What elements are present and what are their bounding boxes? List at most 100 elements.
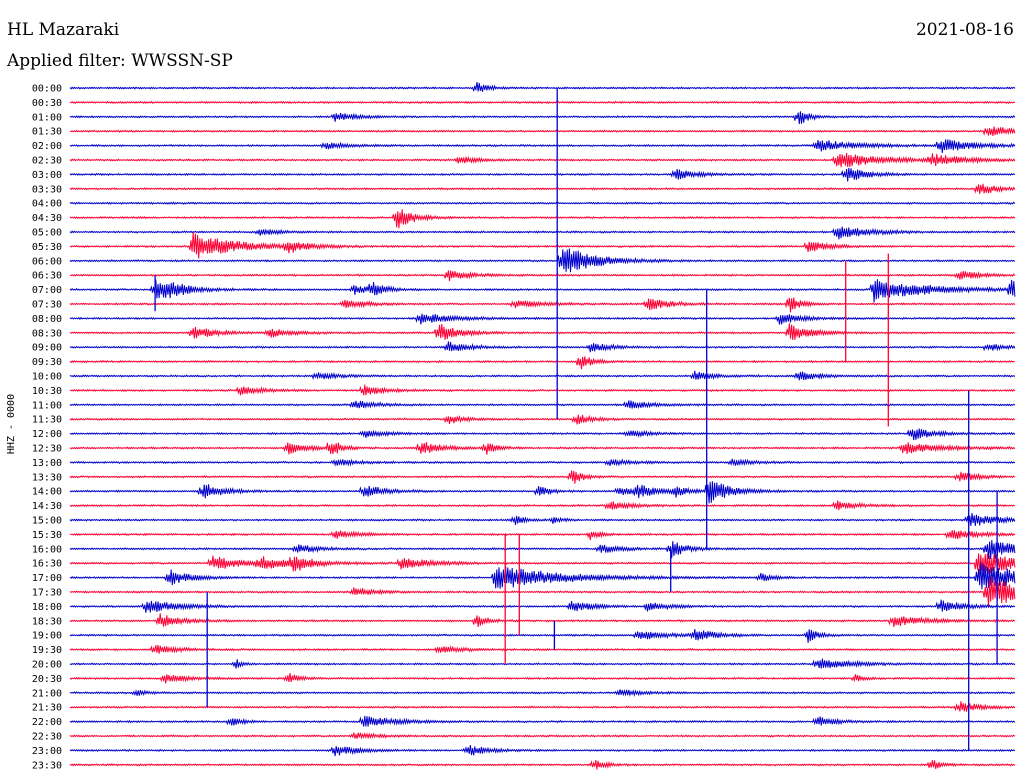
time-label: 00:30 — [32, 98, 62, 109]
trace-line — [69, 370, 1016, 381]
trace-line — [69, 248, 1016, 273]
trace-line — [69, 500, 1016, 511]
time-label: 22:30 — [32, 732, 62, 743]
trace-line — [69, 470, 1016, 484]
time-label: 16:00 — [32, 544, 62, 555]
time-label: 23:00 — [32, 746, 62, 757]
time-label: 02:00 — [32, 141, 62, 152]
trace-line — [69, 111, 1016, 125]
trace-line — [69, 689, 1016, 698]
traces-layer — [69, 81, 1016, 770]
trace-line — [69, 760, 1016, 770]
trace-line — [69, 414, 1016, 425]
filter-label: Applied filter: WWSSN-SP — [7, 51, 233, 71]
trace-line — [69, 442, 1016, 455]
time-label: 14:30 — [32, 501, 62, 512]
time-label: 09:00 — [32, 343, 62, 354]
time-label: 21:30 — [32, 703, 62, 714]
trace-line — [69, 313, 1016, 325]
trace-line — [69, 323, 1016, 340]
time-label: 20:00 — [32, 660, 62, 671]
time-label: 04:30 — [32, 213, 62, 224]
trace-line — [69, 481, 1016, 504]
time-label: 12:30 — [32, 444, 62, 455]
time-labels: 00:00 00:30 01:00 01:30 02:00 02:30 03:00 03:30… — [32, 84, 62, 772]
trace-line — [69, 513, 1016, 526]
trace-line — [69, 279, 1016, 303]
trace-line — [69, 226, 1016, 240]
trace-line — [69, 673, 1016, 684]
trace-line — [69, 232, 1016, 259]
time-label: 02:30 — [32, 156, 62, 167]
time-label: 13:30 — [32, 472, 62, 483]
trace-line — [69, 732, 1016, 740]
time-label: 19:00 — [32, 631, 62, 642]
trace-line — [69, 645, 1016, 654]
time-label: 17:00 — [32, 573, 62, 584]
time-label: 11:00 — [32, 400, 62, 411]
trace-line — [69, 530, 1016, 541]
time-label: 17:30 — [32, 588, 62, 599]
time-label: 19:30 — [32, 645, 62, 656]
time-label: 03:30 — [32, 184, 62, 195]
time-label: 18:00 — [32, 602, 62, 613]
channel-label: HHZ - 0000 — [6, 394, 17, 454]
trace-line — [69, 629, 1016, 643]
time-label: 01:30 — [32, 127, 62, 138]
time-label: 22:00 — [32, 717, 62, 728]
time-label: 10:30 — [32, 386, 62, 397]
trace-line — [69, 81, 1016, 92]
time-label: 03:00 — [32, 170, 62, 181]
trace-line — [69, 126, 1016, 136]
time-label: 23:30 — [32, 760, 62, 771]
trace-line — [69, 428, 1016, 441]
trace-line — [69, 744, 1016, 757]
trace-line — [69, 100, 1016, 105]
record-date: 2021-08-16 — [915, 20, 1014, 40]
trace-line — [69, 167, 1016, 182]
trace-line — [69, 613, 1016, 628]
time-label: 10:00 — [32, 372, 62, 383]
trace-line — [69, 297, 1016, 313]
trace-line — [69, 183, 1016, 195]
time-label: 07:00 — [32, 285, 62, 296]
time-label: 18:30 — [32, 616, 62, 627]
time-label: 11:30 — [32, 415, 62, 426]
time-label: 09:30 — [32, 357, 62, 368]
time-label: 06:30 — [32, 271, 62, 282]
trace-line — [69, 400, 1016, 410]
trace-line — [69, 139, 1016, 153]
time-label: 14:00 — [32, 487, 62, 498]
trace-line — [69, 701, 1016, 712]
trace-line — [69, 658, 1016, 669]
time-label: 01:00 — [32, 112, 62, 123]
time-label: 16:30 — [32, 559, 62, 570]
time-label: 12:00 — [32, 429, 62, 440]
time-label: 15:00 — [32, 516, 62, 527]
trace-line — [69, 201, 1016, 205]
trace-line — [69, 356, 1016, 370]
trace-line — [69, 540, 1016, 560]
trace-line — [69, 458, 1016, 467]
time-label: 15:30 — [32, 530, 62, 541]
station-name: HL Mazaraki — [7, 20, 120, 40]
time-label: 21:00 — [32, 688, 62, 699]
time-label: 13:00 — [32, 458, 62, 469]
trace-line — [69, 209, 1016, 229]
time-label: 05:30 — [32, 242, 62, 253]
trace-line — [69, 562, 1016, 590]
trace-line — [69, 553, 1016, 575]
trace-line — [69, 153, 1016, 168]
time-label: 07:30 — [32, 300, 62, 311]
time-label: 08:30 — [32, 328, 62, 339]
trace-line — [69, 576, 1016, 607]
trace-line — [69, 599, 1016, 613]
trace-line — [69, 270, 1016, 282]
time-label: 06:00 — [32, 256, 62, 267]
time-label: 05:00 — [32, 228, 62, 239]
time-label: 00:00 — [32, 84, 62, 95]
trace-line — [69, 384, 1016, 396]
trace-line — [69, 715, 1016, 727]
time-label: 20:30 — [32, 674, 62, 685]
